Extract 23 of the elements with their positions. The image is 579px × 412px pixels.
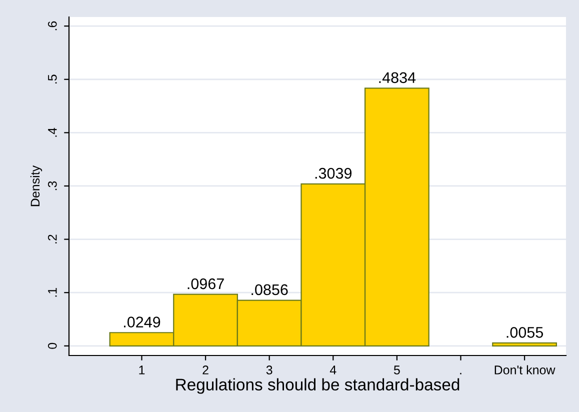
y-tick-label: 0	[48, 342, 57, 349]
y-tick-label: .1	[48, 288, 57, 297]
data-label: .0249	[124, 316, 160, 328]
data-label: .4834	[379, 72, 416, 84]
x-tick-label: 3	[266, 366, 272, 374]
data-label: .3039	[315, 168, 352, 179]
data-label: .0055	[506, 327, 544, 338]
y-tick-label: .4	[48, 128, 57, 137]
bar	[492, 342, 557, 346]
y-tick-label: .5	[48, 74, 57, 84]
x-tick-label: 4	[330, 366, 336, 374]
x-tick-label: 5	[394, 366, 400, 374]
x-tick-label: 2	[202, 366, 208, 374]
data-label: .0967	[188, 278, 224, 290]
x-tick-label: Don't know	[494, 365, 556, 374]
x-tick-label: .	[460, 372, 462, 374]
y-tick-label: .3	[48, 181, 57, 190]
x-tick-label: 1	[139, 366, 145, 374]
y-tick-label: .2	[48, 234, 57, 244]
data-label: .0856	[252, 284, 288, 296]
x-axis-title: Regulations should be standard-based	[176, 378, 460, 394]
y-axis-title: Density	[30, 165, 42, 206]
y-tick-label: .6	[48, 21, 57, 30]
